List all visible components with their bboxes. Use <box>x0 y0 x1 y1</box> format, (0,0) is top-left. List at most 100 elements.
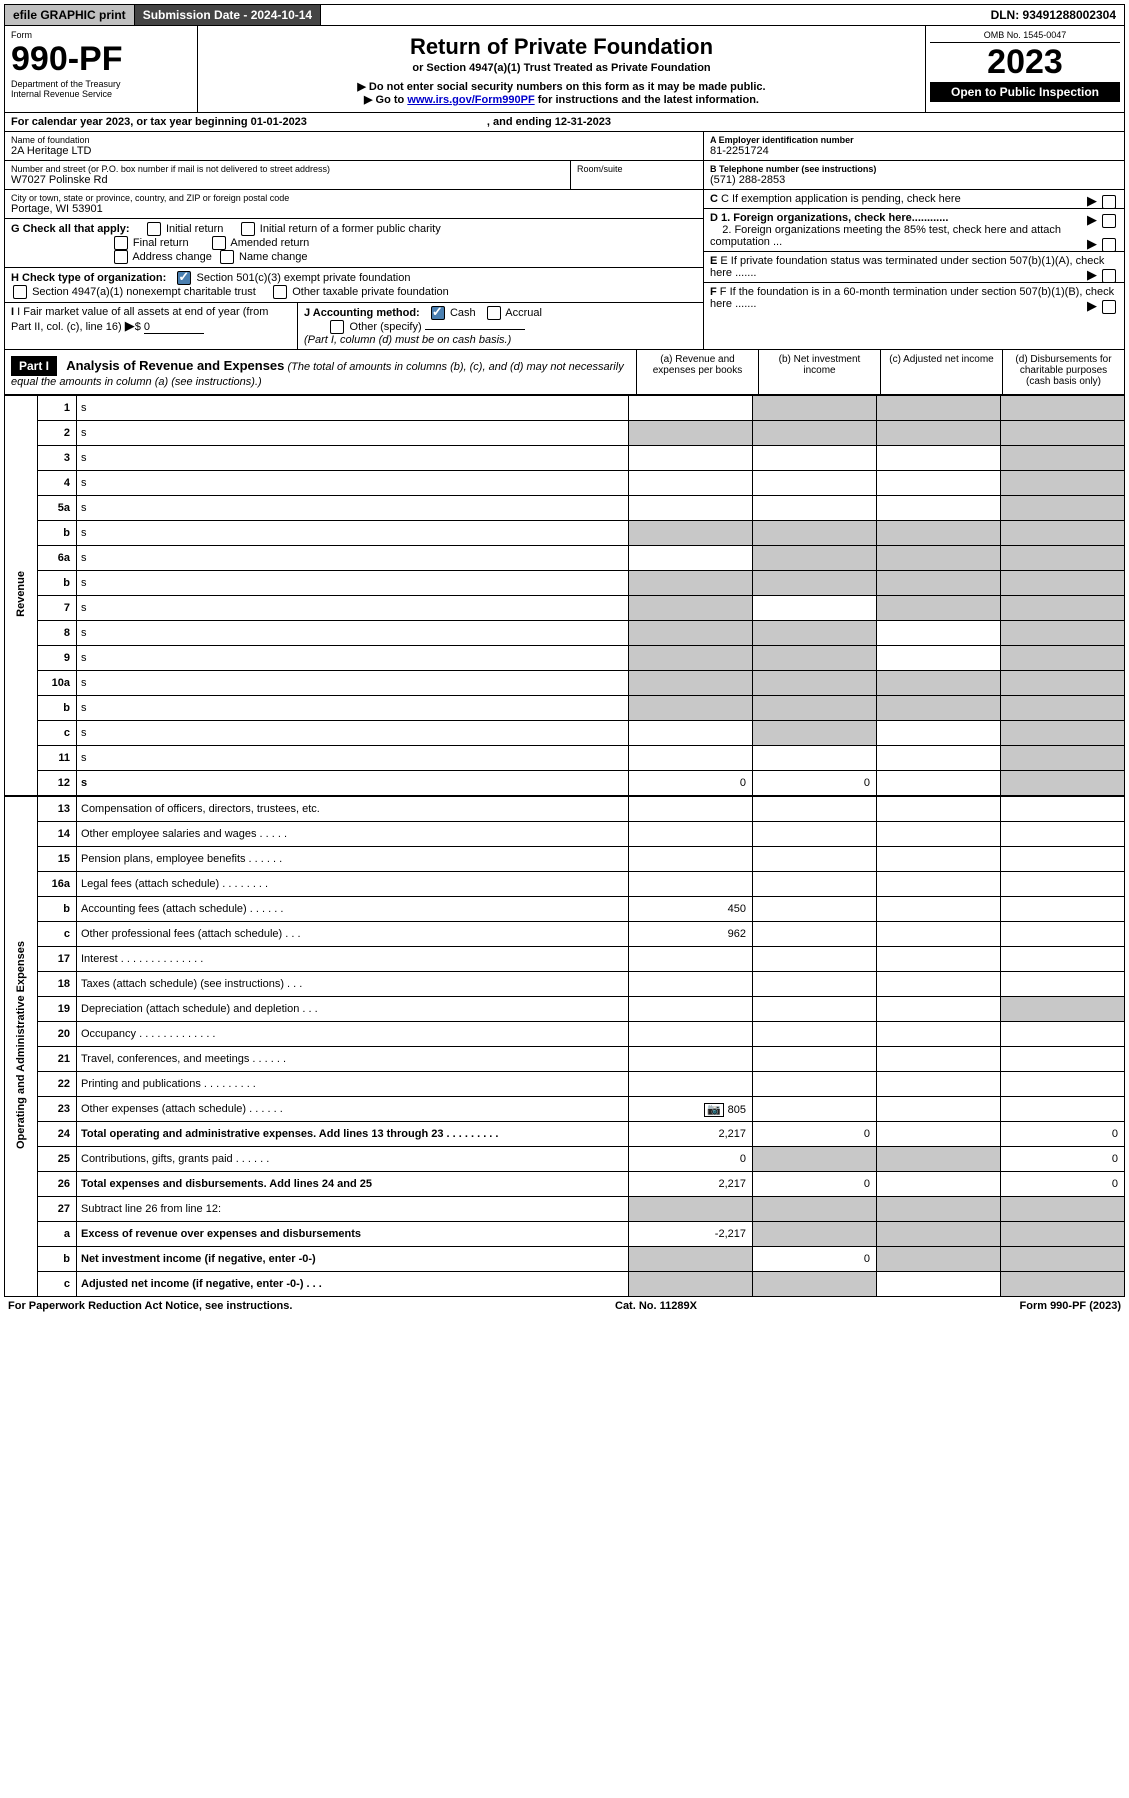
name-label: Name of foundation <box>11 135 697 145</box>
c-check[interactable] <box>1102 195 1116 209</box>
fmv-value: 0 <box>144 321 204 334</box>
ein: 81-2251724 <box>710 145 1118 157</box>
efile-label: efile GRAPHIC print <box>5 5 135 25</box>
col-c-head: (c) Adjusted net income <box>880 350 1002 394</box>
row-25: 25Contributions, gifts, grants paid . . … <box>5 1147 1125 1172</box>
row-6a: 6as <box>5 546 1125 571</box>
j-note: (Part I, column (d) must be on cash basi… <box>304 334 511 346</box>
ein-label: A Employer identification number <box>710 135 1118 145</box>
accrual-check[interactable] <box>487 306 501 320</box>
note1: ▶ Do not enter social security numbers o… <box>204 80 919 93</box>
note2: ▶ Go to www.irs.gov/Form990PF for instru… <box>204 93 919 106</box>
f-check[interactable] <box>1102 300 1116 314</box>
d2: 2. Foreign organizations meeting the 85%… <box>710 224 1061 248</box>
amended-check[interactable] <box>212 236 226 250</box>
city: Portage, WI 53901 <box>11 203 697 215</box>
initial-former-check[interactable] <box>241 222 255 236</box>
address-change-check[interactable] <box>114 250 128 264</box>
row-23: 23Other expenses (attach schedule) . . .… <box>5 1097 1125 1122</box>
irs: Internal Revenue Service <box>11 89 191 99</box>
form-subtitle: or Section 4947(a)(1) Trust Treated as P… <box>204 62 919 74</box>
omb: OMB No. 1545-0047 <box>930 28 1120 43</box>
row-18: 18Taxes (attach schedule) (see instructi… <box>5 972 1125 997</box>
foundation-name: 2A Heritage LTD <box>11 145 697 157</box>
addr-label: Number and street (or P.O. box number if… <box>11 164 564 174</box>
row-14: 14Other employee salaries and wages . . … <box>5 822 1125 847</box>
row-c: cAdjusted net income (if negative, enter… <box>5 1272 1125 1297</box>
e-label: E If private foundation status was termi… <box>710 255 1104 279</box>
row-2: 2s <box>5 421 1125 446</box>
cash-check[interactable] <box>431 306 445 320</box>
footer: For Paperwork Reduction Act Notice, see … <box>4 1297 1125 1315</box>
other-method-check[interactable] <box>330 320 344 334</box>
row-c: cOther professional fees (attach schedul… <box>5 922 1125 947</box>
part1-title: Analysis of Revenue and Expenses <box>66 358 284 373</box>
row-26: 26Total expenses and disbursements. Add … <box>5 1172 1125 1197</box>
other-taxable-check[interactable] <box>273 285 287 299</box>
4947-check[interactable] <box>13 285 27 299</box>
part1-label: Part I <box>11 356 57 376</box>
row-10a: 10as <box>5 671 1125 696</box>
irs-link[interactable]: www.irs.gov/Form990PF <box>407 94 534 106</box>
form-header: Form 990-PF Department of the Treasury I… <box>4 26 1125 113</box>
col-a-head: (a) Revenue and expenses per books <box>636 350 758 394</box>
part1-header: Part I Analysis of Revenue and Expenses … <box>4 350 1125 395</box>
501c3-check[interactable] <box>177 271 191 285</box>
row-16a: 16aLegal fees (attach schedule) . . . . … <box>5 872 1125 897</box>
g-label: G Check all that apply: <box>11 223 130 235</box>
dln: DLN: 93491288002304 <box>983 5 1124 25</box>
row-b: bs <box>5 571 1125 596</box>
d1-check[interactable] <box>1102 214 1116 228</box>
row-27: 27Subtract line 26 from line 12: <box>5 1197 1125 1222</box>
dept: Department of the Treasury <box>11 79 191 89</box>
row-12: 12s00 <box>5 771 1125 796</box>
h-label: H Check type of organization: <box>11 272 166 284</box>
expenses-table: Operating and Administrative Expenses13C… <box>4 796 1125 1297</box>
row-c: cs <box>5 721 1125 746</box>
row-a: aExcess of revenue over expenses and dis… <box>5 1222 1125 1247</box>
row-22: 22Printing and publications . . . . . . … <box>5 1072 1125 1097</box>
form-number: 990-PF <box>11 40 191 79</box>
row-b: bs <box>5 521 1125 546</box>
col-d-head: (d) Disbursements for charitable purpose… <box>1002 350 1124 394</box>
i-label: I Fair market value of all assets at end… <box>11 306 268 333</box>
row-15: 15Pension plans, employee benefits . . .… <box>5 847 1125 872</box>
c-label: C If exemption application is pending, c… <box>721 193 961 205</box>
initial-return-check[interactable] <box>147 222 161 236</box>
j-label: J Accounting method: <box>304 307 420 319</box>
d2-check[interactable] <box>1102 238 1116 252</box>
tax-year: 2023 <box>930 43 1120 82</box>
row-8: 8s <box>5 621 1125 646</box>
row-13: Operating and Administrative Expenses13C… <box>5 797 1125 822</box>
footer-left: For Paperwork Reduction Act Notice, see … <box>8 1300 292 1312</box>
entity-info: Name of foundation 2A Heritage LTD Numbe… <box>4 132 1125 350</box>
row-21: 21Travel, conferences, and meetings . . … <box>5 1047 1125 1072</box>
form-title: Return of Private Foundation <box>204 34 919 60</box>
col-b-head: (b) Net investment income <box>758 350 880 394</box>
revenue-table: Revenue1s2s3s4s5asbs6asbs7s8s9s10asbscs1… <box>4 395 1125 796</box>
row-4: 4s <box>5 471 1125 496</box>
open-public: Open to Public Inspection <box>930 82 1120 102</box>
row-17: 17Interest . . . . . . . . . . . . . . <box>5 947 1125 972</box>
row-20: 20Occupancy . . . . . . . . . . . . . <box>5 1022 1125 1047</box>
row-b: bNet investment income (if negative, ent… <box>5 1247 1125 1272</box>
row-11: 11s <box>5 746 1125 771</box>
d1: D 1. Foreign organizations, check here..… <box>710 212 948 224</box>
calendar-year-row: For calendar year 2023, or tax year begi… <box>4 113 1125 132</box>
name-change-check[interactable] <box>220 250 234 264</box>
row-7: 7s <box>5 596 1125 621</box>
footer-mid: Cat. No. 11289X <box>615 1300 697 1312</box>
city-label: City or town, state or province, country… <box>11 193 697 203</box>
row-5a: 5as <box>5 496 1125 521</box>
final-return-check[interactable] <box>114 236 128 250</box>
row-b: bs <box>5 696 1125 721</box>
submission-date: Submission Date - 2024-10-14 <box>135 5 321 25</box>
row-1: Revenue1s <box>5 396 1125 421</box>
e-check[interactable] <box>1102 269 1116 283</box>
row-19: 19Depreciation (attach schedule) and dep… <box>5 997 1125 1022</box>
phone-label: B Telephone number (see instructions) <box>710 164 1118 174</box>
form-word: Form <box>11 30 191 40</box>
footer-right: Form 990-PF (2023) <box>1020 1300 1122 1312</box>
row-3: 3s <box>5 446 1125 471</box>
row-9: 9s <box>5 646 1125 671</box>
